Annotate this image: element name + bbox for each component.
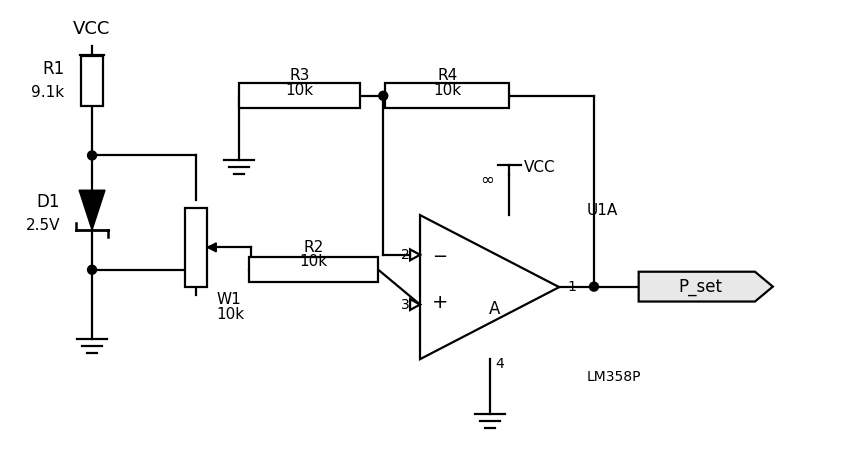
Text: P_set: P_set xyxy=(678,278,722,296)
Text: U1A: U1A xyxy=(587,202,618,217)
Bar xyxy=(239,83,360,108)
Bar xyxy=(185,207,208,287)
Text: 10k: 10k xyxy=(434,83,462,98)
Circle shape xyxy=(87,151,97,160)
Bar xyxy=(385,83,509,108)
Bar xyxy=(81,56,103,106)
Text: R4: R4 xyxy=(437,68,457,83)
Text: VCC: VCC xyxy=(523,160,555,175)
Text: R3: R3 xyxy=(290,68,310,83)
Text: W1: W1 xyxy=(216,292,241,307)
Text: +: + xyxy=(432,293,448,312)
Bar xyxy=(249,257,379,282)
Text: 10k: 10k xyxy=(216,307,245,322)
Text: 10k: 10k xyxy=(300,254,328,269)
Polygon shape xyxy=(208,243,216,252)
Polygon shape xyxy=(420,215,559,359)
Text: 2.5V: 2.5V xyxy=(25,217,60,232)
Text: D1: D1 xyxy=(36,193,60,211)
Text: LM358P: LM358P xyxy=(587,370,641,384)
Text: VCC: VCC xyxy=(74,20,111,38)
Circle shape xyxy=(379,92,388,100)
Polygon shape xyxy=(410,299,420,310)
Text: R1: R1 xyxy=(42,60,64,78)
Polygon shape xyxy=(79,190,105,230)
Text: ∞: ∞ xyxy=(481,171,495,189)
Circle shape xyxy=(87,265,97,274)
Text: 10k: 10k xyxy=(285,83,314,98)
Text: 9.1k: 9.1k xyxy=(31,85,64,100)
Text: 2: 2 xyxy=(401,248,410,262)
Text: −: − xyxy=(432,248,447,266)
Circle shape xyxy=(590,282,599,291)
Text: 1: 1 xyxy=(567,280,576,294)
Polygon shape xyxy=(639,272,772,302)
Text: A: A xyxy=(489,300,501,318)
Text: 3: 3 xyxy=(401,298,410,312)
Text: 4: 4 xyxy=(495,357,504,371)
Polygon shape xyxy=(410,249,420,260)
Text: R2: R2 xyxy=(303,241,324,255)
